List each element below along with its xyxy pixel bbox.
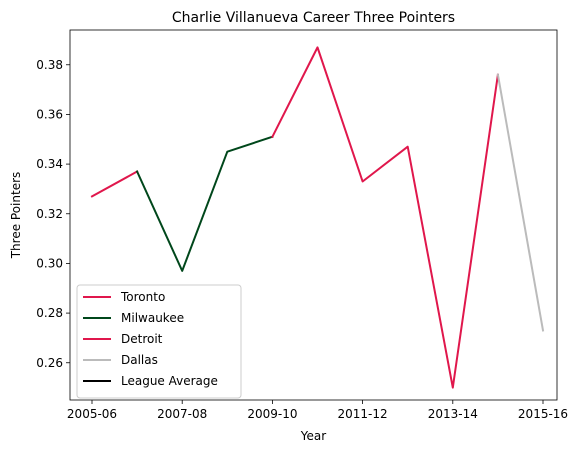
y-tick-label: 0.32: [36, 207, 63, 221]
legend-entry-label: League Average: [121, 374, 218, 388]
chart-title: Charlie Villanueva Career Three Pointers: [172, 10, 455, 26]
y-tick-label: 0.38: [36, 58, 63, 72]
y-tick-label: 0.26: [36, 356, 63, 370]
legend-box: [76, 284, 242, 399]
y-tick-label: 0.30: [36, 256, 63, 270]
series-line-milwaukee: [135, 135, 274, 272]
x-axis: 2005-06 2007-08 2009-10 2011-12 2013-14 2015-…: [67, 400, 568, 421]
legend-entry-label: Detroit: [121, 332, 163, 346]
x-tick-label: 2009-10: [247, 407, 297, 421]
series-line-dallas: [496, 73, 545, 332]
y-axis-label: Three Pointers: [9, 172, 23, 260]
legend-entry-label: Toronto: [120, 290, 165, 304]
y-tick-label: 0.36: [36, 107, 63, 121]
legend: Toronto Milwaukee Detroit Dallas League Aver…: [76, 284, 242, 399]
legend-entry-label: Dallas: [121, 353, 158, 367]
x-axis-label: Year: [300, 429, 326, 443]
y-axis: 0.26 0.28 0.30 0.32 0.34 0.36 0.38: [36, 58, 70, 370]
series-line-toronto: [90, 170, 139, 198]
y-tick-label: 0.28: [36, 306, 63, 320]
y-tick-label: 0.34: [36, 157, 63, 171]
series-line-detroit: [271, 46, 500, 389]
x-tick-label: 2011-12: [338, 407, 388, 421]
legend-entry-label: Milwaukee: [121, 311, 184, 325]
x-tick-label: 2013-14: [428, 407, 478, 421]
x-tick-label: 2007-08: [157, 407, 207, 421]
plot-frame: [69, 29, 558, 401]
x-tick-label: 2015-16: [518, 407, 568, 421]
x-tick-label: 2005-06: [67, 407, 117, 421]
plot-area: [90, 46, 545, 389]
